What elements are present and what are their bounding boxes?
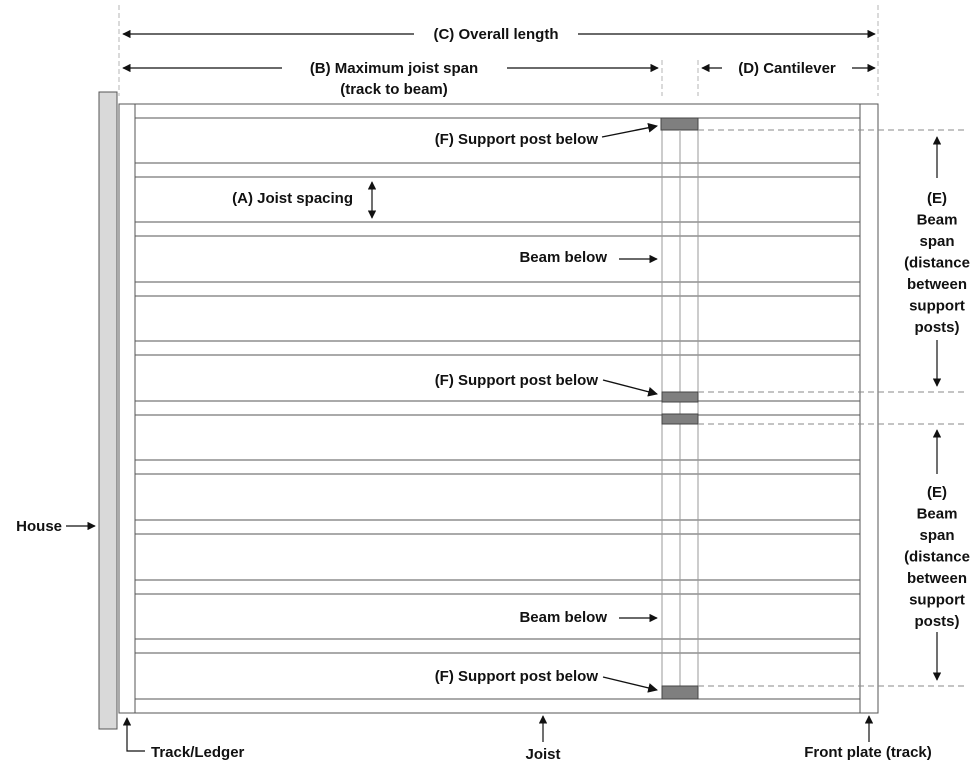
beam-span-line: support	[909, 298, 965, 315]
cantilever-label: (D) Cantilever	[738, 60, 836, 77]
front-plate	[859, 103, 879, 714]
beam-below-lines	[661, 118, 699, 699]
track-ledger	[118, 103, 136, 714]
beam-span-line: support	[909, 592, 965, 609]
support-post-label-top: (F) Support post below	[435, 131, 599, 148]
beam-span-label-upper: (E) Beam span (distance between support posts)	[904, 190, 970, 336]
beam-span-line: posts)	[915, 613, 960, 630]
dimension-guides	[118, 5, 879, 96]
support-posts	[660, 117, 699, 700]
bottom-pointers	[122, 715, 874, 752]
beam-below-label-upper: Beam below	[519, 249, 607, 266]
joists	[135, 103, 860, 714]
max-joist-span-sublabel: (track to beam)	[340, 81, 448, 98]
front-plate-label: Front plate (track)	[804, 744, 932, 761]
support-post-mid-b	[661, 413, 699, 425]
beam-span-line: (distance	[904, 255, 970, 272]
beam-span-line: between	[907, 570, 967, 587]
track-ledger-label: Track/Ledger	[151, 744, 245, 761]
beam-span-line: between	[907, 276, 967, 293]
joist-label: Joist	[525, 746, 560, 763]
support-post-bottom	[661, 685, 699, 700]
beam-span-line: span	[919, 233, 954, 250]
max-joist-span-label: (B) Maximum joist span	[310, 60, 478, 77]
support-post-top	[660, 117, 699, 131]
house-label: House	[16, 518, 62, 535]
support-post-label-bottom: (F) Support post below	[435, 668, 599, 685]
beam-span-line: Beam	[917, 506, 958, 523]
beam-span-line: (distance	[904, 549, 970, 566]
support-post-mid-a	[661, 391, 699, 403]
support-post-label-mid: (F) Support post below	[435, 372, 599, 389]
beam-below-pointers	[619, 254, 658, 623]
beam-below-label-lower: Beam below	[519, 609, 607, 626]
beam-span-line: posts)	[915, 319, 960, 336]
post-reference-lines	[698, 129, 968, 687]
house-wall	[98, 91, 118, 730]
overall-length-label: (C) Overall length	[433, 26, 558, 43]
support-post-pointers	[601, 122, 658, 693]
beam-span-line: (E)	[927, 190, 947, 207]
beam-span-label-lower: (E) Beam span (distance between support posts)	[904, 484, 970, 630]
beam-span-line: span	[919, 527, 954, 544]
beam-span-line: (E)	[927, 484, 947, 501]
joist-spacing-label: (A) Joist spacing	[232, 190, 353, 207]
beam-span-line: Beam	[917, 212, 958, 229]
